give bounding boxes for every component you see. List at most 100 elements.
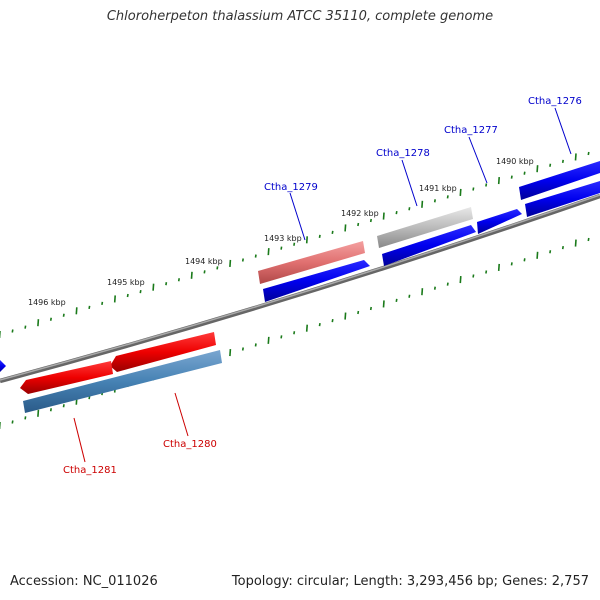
gene-ctha-1277[interactable] bbox=[477, 209, 522, 234]
scale-minor-tick bbox=[523, 171, 526, 175]
scale-minor-tick bbox=[485, 270, 488, 274]
scale-major-tick bbox=[459, 188, 462, 196]
scale-major-tick bbox=[536, 251, 539, 259]
gene-label-ctha-1280[interactable]: Ctha_1280 bbox=[163, 439, 217, 450]
gene-ctha-1276[interactable] bbox=[519, 161, 600, 200]
scale-major-tick bbox=[536, 165, 539, 173]
scale-minor-tick bbox=[24, 416, 27, 420]
gene-ctha-1278[interactable] bbox=[377, 207, 473, 248]
scale-major-tick bbox=[574, 153, 577, 161]
scale-minor-tick bbox=[49, 408, 52, 412]
gene-ctha-1279[interactable] bbox=[258, 241, 365, 284]
scale-label-1492: 1492 kbp bbox=[341, 209, 379, 218]
scale-major-tick bbox=[305, 236, 308, 244]
scale-minor-tick bbox=[62, 313, 65, 317]
scale-major-tick bbox=[344, 224, 347, 232]
leader-ctha-1281 bbox=[73, 417, 86, 463]
scale-label-1495: 1495 kbp bbox=[107, 278, 145, 287]
scale-minor-tick bbox=[203, 270, 206, 274]
scale-label-1491: 1491 kbp bbox=[419, 184, 457, 193]
scale-label-1496: 1496 kbp bbox=[28, 298, 66, 307]
gene-label-ctha-1281[interactable]: Ctha_1281 bbox=[63, 465, 117, 476]
gene-forward-3[interactable] bbox=[263, 260, 370, 302]
scale-major-tick bbox=[382, 212, 385, 220]
gene-label-ctha-1276[interactable]: Ctha_1276 bbox=[528, 96, 582, 107]
scale-minor-tick bbox=[587, 151, 590, 156]
scale-major-tick bbox=[75, 307, 78, 315]
scale-minor-tick bbox=[408, 294, 411, 298]
gene-ctha-1281[interactable] bbox=[20, 361, 113, 394]
scale-minor-tick bbox=[24, 325, 27, 329]
gene-forward-1[interactable] bbox=[525, 181, 600, 217]
scale-minor-tick bbox=[49, 317, 52, 321]
scale-ticks-outer bbox=[0, 151, 590, 339]
scale-label-1490: 1490 kbp bbox=[496, 157, 534, 166]
scale-major-tick bbox=[229, 348, 232, 357]
scale-minor-tick bbox=[280, 246, 283, 250]
leader-ctha-1276 bbox=[554, 107, 572, 155]
map-title: Chloroherpeton thalassium ATCC 35110, co… bbox=[106, 9, 494, 24]
gene-ctha-1280[interactable] bbox=[110, 332, 216, 372]
scale-major-tick bbox=[229, 259, 232, 268]
scale-minor-tick bbox=[433, 199, 436, 203]
scale-minor-tick bbox=[561, 246, 564, 250]
scale-major-tick bbox=[344, 312, 347, 320]
scale-minor-tick bbox=[254, 343, 257, 347]
scale-minor-tick bbox=[446, 282, 449, 286]
scale-minor-tick bbox=[331, 318, 334, 323]
leader-ctha-1278 bbox=[401, 159, 418, 207]
scale-minor-tick bbox=[88, 305, 91, 310]
scale-major-tick bbox=[190, 271, 193, 279]
scale-minor-tick bbox=[318, 323, 321, 327]
scale-minor-tick bbox=[561, 159, 564, 163]
scale-minor-tick bbox=[177, 278, 180, 282]
scale-minor-tick bbox=[395, 211, 398, 215]
scale-minor-tick bbox=[587, 237, 590, 242]
scale-major-tick bbox=[113, 295, 116, 303]
scale-major-tick bbox=[267, 336, 270, 344]
gene-forward-2[interactable] bbox=[382, 225, 476, 266]
scale-minor-tick bbox=[369, 218, 372, 223]
scale-minor-tick bbox=[293, 331, 296, 335]
scale-minor-tick bbox=[523, 258, 526, 262]
scale-major-tick bbox=[421, 288, 424, 296]
scale-minor-tick bbox=[357, 310, 360, 315]
genome-summary-text: Topology: circular; Length: 3,293,456 bp… bbox=[231, 574, 589, 589]
scale-minor-tick bbox=[293, 242, 296, 246]
scale-minor-tick bbox=[369, 306, 372, 311]
gene-label-ctha-1279[interactable]: Ctha_1279 bbox=[264, 182, 318, 193]
scale-minor-tick bbox=[357, 222, 360, 227]
gene-label-ctha-1278[interactable]: Ctha_1278 bbox=[376, 148, 430, 159]
gene-ctha-1280-1281-highlight[interactable] bbox=[23, 350, 222, 413]
scale-major-tick bbox=[459, 276, 462, 284]
scale-minor-tick bbox=[331, 230, 334, 235]
scale-minor-tick bbox=[472, 274, 475, 278]
genome-backbone bbox=[0, 193, 600, 384]
genome-backbone-highlight bbox=[0, 194, 600, 381]
scale-minor-tick bbox=[485, 183, 488, 187]
scale-minor-tick bbox=[446, 195, 449, 199]
scale-minor-tick bbox=[241, 258, 244, 262]
leader-ctha-1277 bbox=[468, 136, 488, 184]
scale-minor-tick bbox=[395, 298, 398, 302]
scale-minor-tick bbox=[549, 250, 552, 254]
scale-minor-tick bbox=[472, 187, 475, 191]
scale-major-tick bbox=[267, 248, 270, 256]
scale-minor-tick bbox=[11, 329, 14, 333]
scale-minor-tick bbox=[216, 266, 219, 270]
scale-minor-tick bbox=[101, 301, 104, 306]
scale-minor-tick bbox=[139, 289, 142, 294]
scale-minor-tick bbox=[241, 347, 244, 351]
scale-major-tick bbox=[305, 324, 308, 332]
gene-label-ctha-1277[interactable]: Ctha_1277 bbox=[444, 125, 498, 136]
scale-minor-tick bbox=[510, 262, 513, 266]
scale-minor-tick bbox=[11, 420, 14, 424]
leader-ctha-1279 bbox=[289, 192, 306, 241]
scale-major-tick bbox=[37, 409, 40, 417]
scale-major-tick bbox=[421, 200, 424, 208]
scale-major-tick bbox=[37, 319, 40, 327]
gene-forward-edge[interactable] bbox=[0, 360, 6, 372]
scale-minor-tick bbox=[433, 286, 436, 290]
scale-minor-tick bbox=[62, 404, 65, 408]
